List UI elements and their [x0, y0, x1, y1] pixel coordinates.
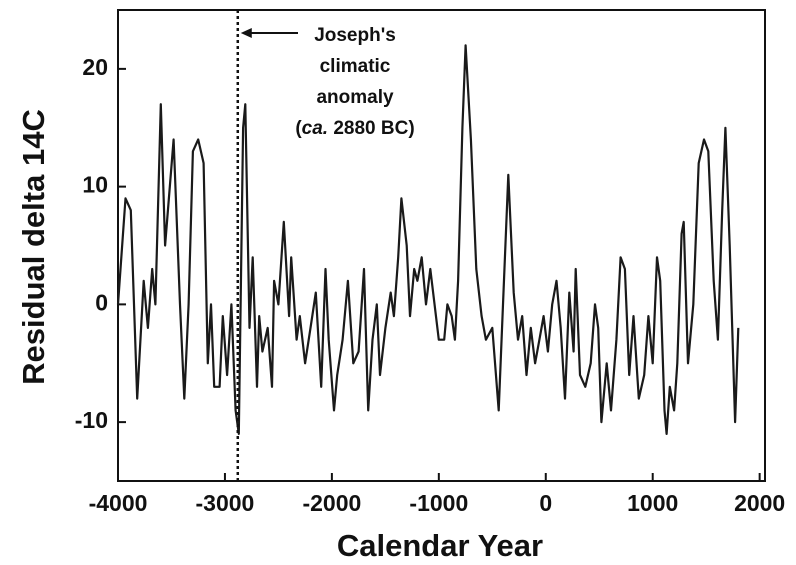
- annotation-part: 2880 BC): [328, 118, 415, 139]
- x-tick-label: -2000: [302, 490, 361, 516]
- annotation-text: Joseph's: [314, 25, 396, 46]
- x-tick-label: -3000: [196, 490, 255, 516]
- annotation-text: (ca. 2880 BC): [295, 118, 414, 139]
- x-axis-title: Calendar Year: [337, 528, 543, 563]
- y-tick-label: 10: [82, 172, 108, 198]
- x-tick-label: 0: [539, 490, 552, 516]
- y-axis-title: Residual delta 14C: [16, 109, 51, 385]
- x-tick-label: -1000: [409, 490, 468, 516]
- y-tick-label: -10: [75, 407, 108, 433]
- data-line: [116, 44, 740, 435]
- y-tick-label: 20: [82, 54, 108, 80]
- plot-frame: [117, 9, 766, 482]
- annotation-text: climatic: [320, 56, 391, 77]
- x-tick-label: -4000: [89, 490, 148, 516]
- annotation-text: anomaly: [316, 87, 394, 108]
- annotation-part: (: [295, 118, 302, 139]
- x-tick-label: 1000: [627, 490, 678, 516]
- y-tick-label: 0: [95, 289, 108, 315]
- arrow-head: [240, 28, 252, 38]
- annotation-part: ca.: [302, 118, 328, 139]
- x-tick-label: 2000: [734, 490, 785, 516]
